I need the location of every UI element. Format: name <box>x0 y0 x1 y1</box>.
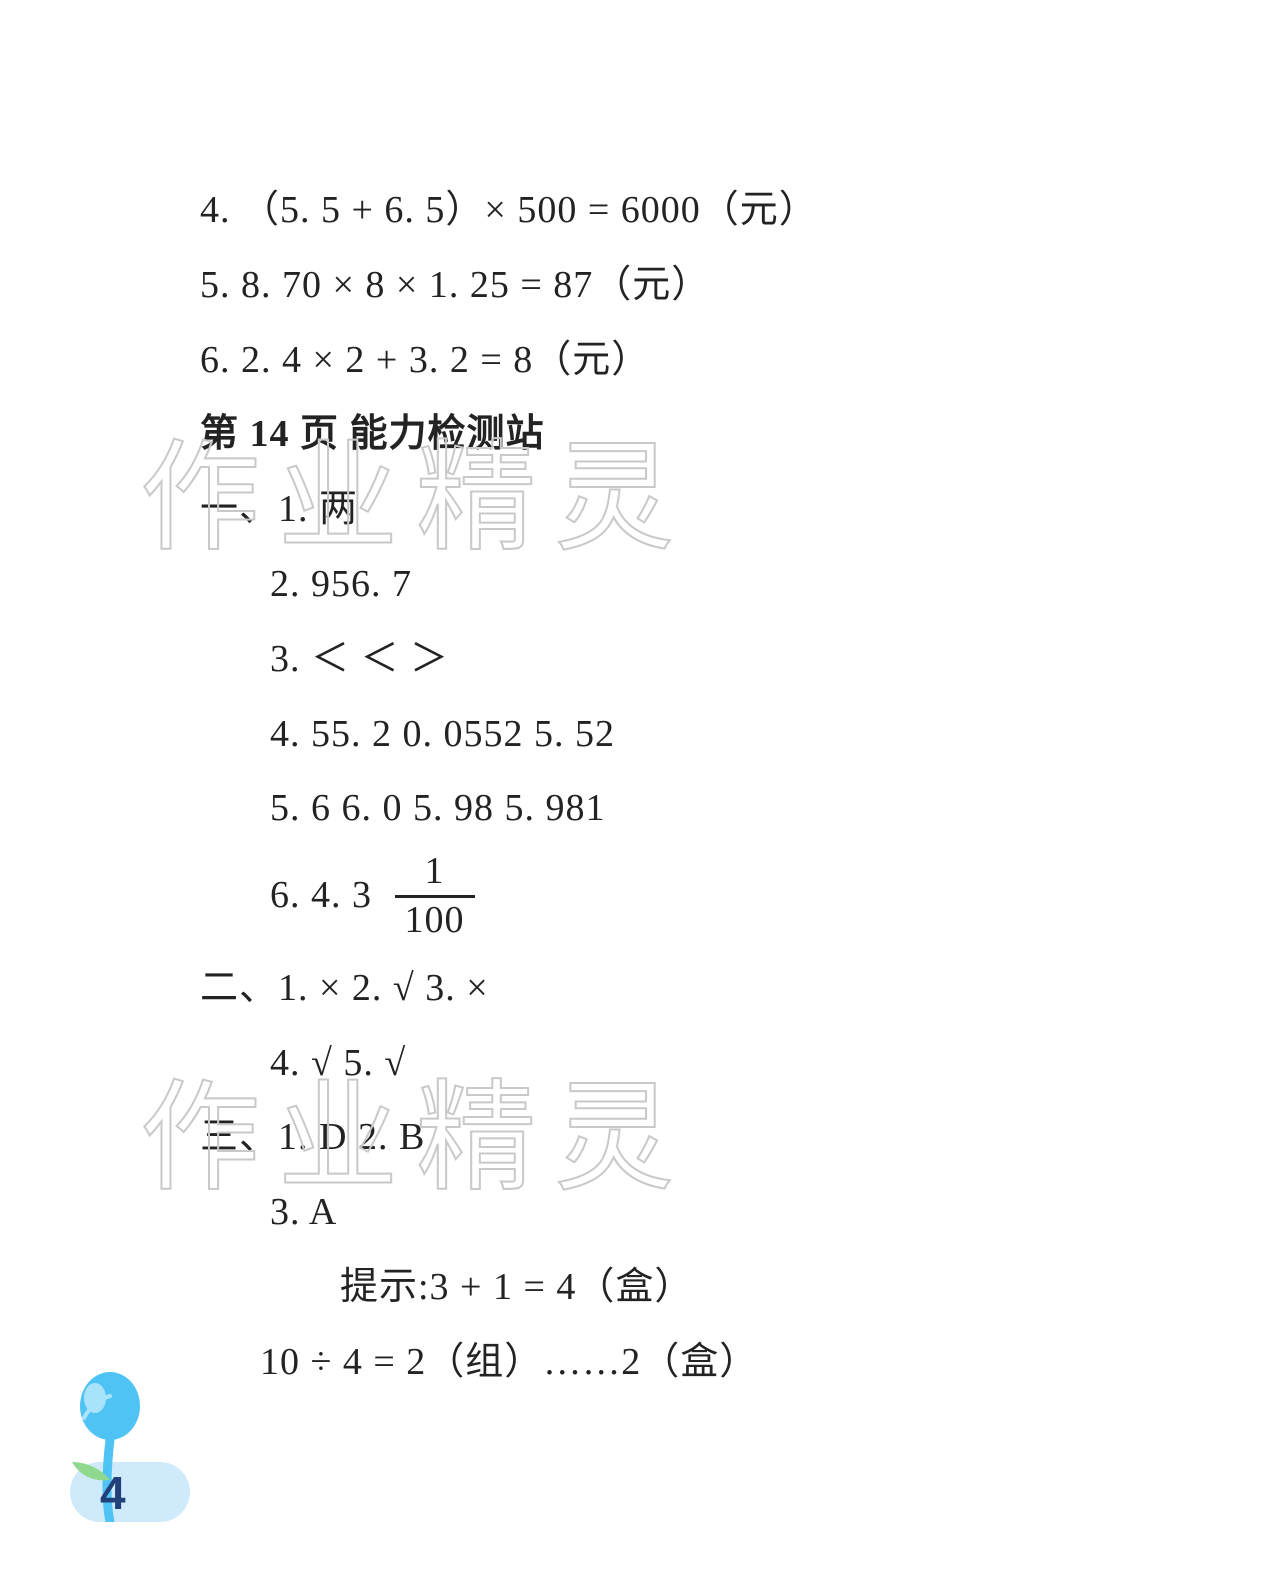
sec2-item2: 4. √ 5. √ <box>270 1033 1060 1094</box>
fraction-1-over-100: 1 100 <box>395 851 475 942</box>
hint-line-2: 10 ÷ 4 = 2（组）……2（盒） <box>260 1332 1060 1393</box>
sec2-item1: 二、1. × 2. √ 3. × <box>200 958 1060 1019</box>
sec1-item6-prefix: 6. 4. 3 <box>270 874 372 916</box>
sec1-item4: 4. 55. 2 0. 0552 5. 52 <box>270 704 1060 765</box>
answer-line-6: 6. 2. 4 × 2 + 3. 2 = 8（元） <box>200 330 1060 391</box>
sec3-item2: 3. A <box>270 1182 1060 1243</box>
sec1-item2: 2. 956. 7 <box>270 554 1060 615</box>
fraction-denominator: 100 <box>395 898 475 942</box>
sec1-item5: 5. 6 6. 0 5. 98 5. 981 <box>270 778 1060 839</box>
page-root: 作业精灵 作业精灵 4. （5. 5 + 6. 5）× 500 = 6000（元… <box>0 0 1280 1582</box>
fraction-numerator: 1 <box>395 851 475 898</box>
sec1-item1: 一、1. 两 <box>200 479 1060 540</box>
page-number: 4 <box>100 1466 126 1520</box>
sec1-item3: 3. ＜ ＜ ＞ <box>270 629 1060 690</box>
content-block: 4. （5. 5 + 6. 5）× 500 = 6000（元） 5. 8. 70… <box>200 180 1060 1407</box>
hint-line-1: 提示:3 + 1 = 4（盒） <box>340 1257 1060 1318</box>
sec3-item1: 三、1. D 2. B <box>200 1107 1060 1168</box>
answer-line-5: 5. 8. 70 × 8 × 1. 25 = 87（元） <box>200 255 1060 316</box>
sec1-item6: 6. 4. 3 1 100 <box>270 853 1060 944</box>
answer-line-4: 4. （5. 5 + 6. 5）× 500 = 6000（元） <box>200 180 1060 241</box>
section-header: 第 14 页 能力检测站 <box>200 404 1060 465</box>
